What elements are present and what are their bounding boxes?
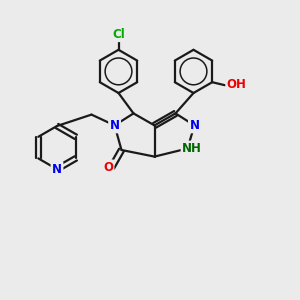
Text: N: N — [52, 163, 62, 176]
Text: Cl: Cl — [112, 28, 125, 41]
Text: N: N — [110, 119, 120, 132]
Text: OH: OH — [227, 78, 247, 91]
Text: O: O — [103, 161, 113, 174]
Text: N: N — [189, 119, 200, 132]
Text: NH: NH — [182, 142, 202, 155]
